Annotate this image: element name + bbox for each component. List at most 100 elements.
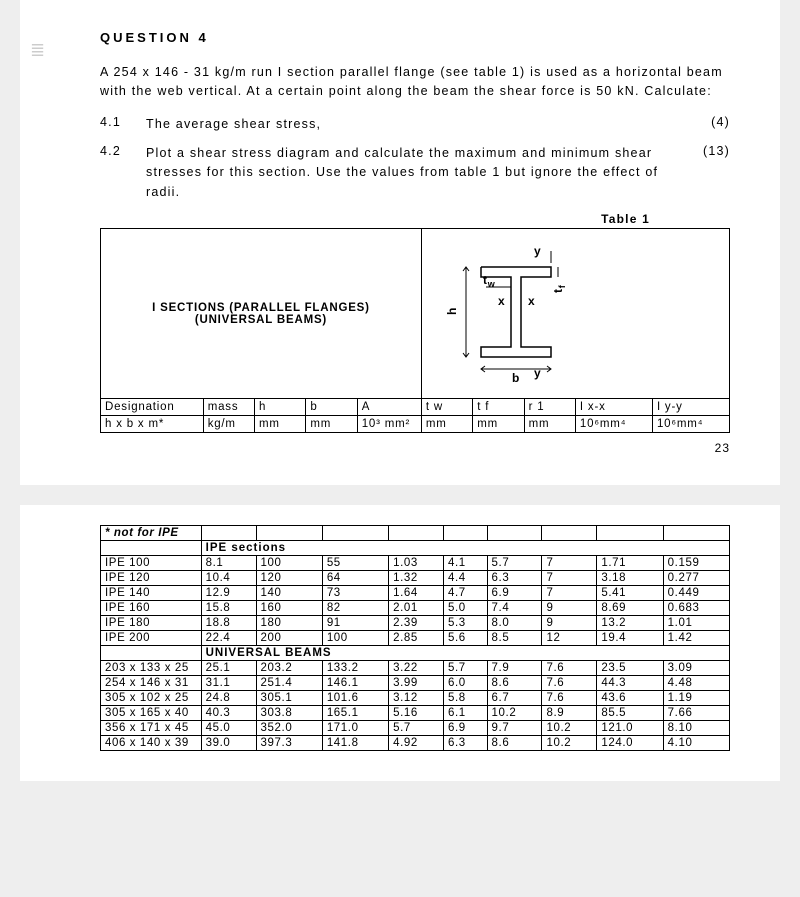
data-cell: 0.683 (663, 601, 729, 616)
data-cell: 82 (322, 601, 388, 616)
data-cell: 9.7 (487, 721, 542, 736)
data-cell: 2.39 (389, 616, 444, 631)
data-cell: 39.0 (201, 736, 256, 751)
data-cell: 6.9 (444, 721, 488, 736)
data-cell: 2.01 (389, 601, 444, 616)
data-cell: 6.9 (487, 586, 542, 601)
data-cell: 120 (256, 571, 322, 586)
data-cell: 121.0 (597, 721, 663, 736)
data-cell: 5.7 (444, 661, 488, 676)
data-cell: 146.1 (322, 676, 388, 691)
data-cell: IPE 120 (101, 571, 202, 586)
data-cell: 4.48 (663, 676, 729, 691)
label-tw: tw (483, 273, 496, 289)
data-cell: 397.3 (256, 736, 322, 751)
data-cell: 4.1 (444, 556, 488, 571)
data-cell: 5.3 (444, 616, 488, 631)
data-cell: 100 (322, 631, 388, 646)
ipe-row: IPE 1008.1100551.034.15.771.710.159 (101, 556, 730, 571)
data-cell: 6.0 (444, 676, 488, 691)
ipe-row: IPE 16015.8160822.015.07.498.690.683 (101, 601, 730, 616)
data-cell: 7.6 (542, 661, 597, 676)
table-1-col-unit: mm (524, 416, 575, 433)
table-1-header-block: I SECTIONS (PARALLEL FLANGES) (UNIVERSAL… (101, 229, 730, 399)
data-cell: 7 (542, 571, 597, 586)
ipe-row: IPE 18018.8180912.395.38.0913.21.01 (101, 616, 730, 631)
data-cell: 23.5 (597, 661, 663, 676)
data-cell: 10.4 (201, 571, 256, 586)
data-cell: 5.16 (389, 706, 444, 721)
data-cell: 6.3 (444, 736, 488, 751)
ruler-icon: ≣ (30, 40, 45, 61)
data-cell: 305.1 (256, 691, 322, 706)
page-2: * not for IPE IPE sections IPE 1008.1100… (20, 505, 780, 781)
data-cell: 3.99 (389, 676, 444, 691)
data-cell: 1.64 (389, 586, 444, 601)
table-1-col-unit: 10⁶mm⁴ (575, 416, 652, 433)
table-2: * not for IPE IPE sections IPE 1008.1100… (100, 525, 730, 751)
data-cell: 303.8 (256, 706, 322, 721)
table-1-col-unit: 10⁶mm⁴ (652, 416, 729, 433)
data-cell: IPE 200 (101, 631, 202, 646)
data-cell: IPE 100 (101, 556, 202, 571)
table-1-col-header: b (306, 399, 357, 416)
part-marks: (4) (690, 115, 730, 129)
page-number: 23 (100, 441, 730, 455)
data-cell: 180 (256, 616, 322, 631)
data-cell: 3.09 (663, 661, 729, 676)
table-1-header-row-1: DesignationmasshbAt wt fr 1I x-xI y-y (101, 399, 730, 416)
table-1-col-unit: 10³ mm² (357, 416, 421, 433)
data-cell: 1.71 (597, 556, 663, 571)
label-tf: tf (551, 284, 567, 293)
table-1-col-header: Designation (101, 399, 204, 416)
data-cell: 8.10 (663, 721, 729, 736)
data-cell: 10.2 (542, 736, 597, 751)
table-1-col-unit: mm (306, 416, 357, 433)
question-intro: A 254 x 146 - 31 kg/m run I section para… (100, 63, 730, 101)
table-1-col-header: h (255, 399, 306, 416)
part-number: 4.2 (100, 144, 146, 158)
data-cell: 12.9 (201, 586, 256, 601)
data-cell: 171.0 (322, 721, 388, 736)
page-2-content: * not for IPE IPE sections IPE 1008.1100… (20, 505, 780, 781)
table-1-col-unit: mm (473, 416, 524, 433)
question-part-4-2: 4.2 Plot a shear stress diagram and calc… (100, 144, 730, 202)
table-1-col-header: I x-x (575, 399, 652, 416)
data-cell: 356 x 171 x 45 (101, 721, 202, 736)
data-cell: 203.2 (256, 661, 322, 676)
data-cell: 4.92 (389, 736, 444, 751)
question-part-4-1: 4.1 The average shear stress, (4) (100, 115, 730, 134)
data-cell: 8.6 (487, 736, 542, 751)
table-2-note-row: * not for IPE (101, 526, 730, 541)
data-cell: 3.18 (597, 571, 663, 586)
data-cell: 5.6 (444, 631, 488, 646)
part-text: Plot a shear stress diagram and calculat… (146, 144, 690, 202)
data-cell: 160 (256, 601, 322, 616)
data-cell: 101.6 (322, 691, 388, 706)
label-x-right: x (528, 294, 535, 308)
data-cell: 15.8 (201, 601, 256, 616)
data-cell: 9 (542, 616, 597, 631)
ibeam-diagram: y y x x h b (426, 237, 606, 387)
data-cell: 1.01 (663, 616, 729, 631)
data-cell: 85.5 (597, 706, 663, 721)
data-cell: 7.6 (542, 691, 597, 706)
ub-row: 406 x 140 x 3939.0397.3141.84.926.38.610… (101, 736, 730, 751)
part-marks: (13) (690, 144, 730, 158)
data-cell: 352.0 (256, 721, 322, 736)
data-cell: 19.4 (597, 631, 663, 646)
data-cell: 40.3 (201, 706, 256, 721)
table-1-col-header: mass (203, 399, 254, 416)
data-cell: 8.69 (597, 601, 663, 616)
table-1-title: Table 1 (100, 212, 730, 226)
data-cell: 200 (256, 631, 322, 646)
data-cell: 9 (542, 601, 597, 616)
data-cell: 305 x 102 x 25 (101, 691, 202, 706)
data-cell: 8.0 (487, 616, 542, 631)
data-cell: 100 (256, 556, 322, 571)
ipe-subheader-row: IPE sections (101, 541, 730, 556)
data-cell: 251.4 (256, 676, 322, 691)
data-cell: 7.66 (663, 706, 729, 721)
data-cell: 406 x 140 x 39 (101, 736, 202, 751)
data-cell: 1.42 (663, 631, 729, 646)
